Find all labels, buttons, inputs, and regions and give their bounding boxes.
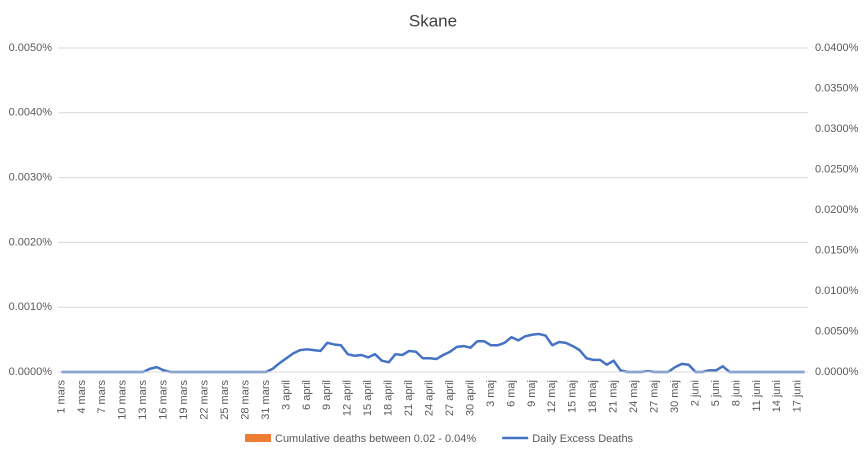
x-tick-label: 12 maj (546, 380, 558, 413)
y2-tick-label: 0.0050% (815, 325, 859, 337)
x-tick-label: 16 mars (158, 380, 170, 420)
x-tick-label: 4 mars (76, 380, 88, 414)
chart-title: Skane (409, 11, 457, 30)
y-tick-label: 0.0010% (9, 301, 53, 313)
y-tick-label: 0.0030% (9, 172, 53, 184)
x-tick-label: 28 mars (239, 380, 251, 420)
x-tick-label: 6 april (301, 380, 313, 410)
x-tick-label: 3 april (280, 380, 292, 410)
x-tick-label: 15 maj (567, 380, 579, 413)
y-tick-label: 0.0050% (9, 42, 53, 54)
x-tick-label: 25 mars (219, 380, 231, 420)
x-tick-label: 10 mars (117, 380, 129, 420)
x-tick-label: 17 juni (792, 380, 804, 412)
x-tick-label: 7 mars (96, 380, 108, 414)
x-tick-label: 27 april (444, 380, 456, 416)
x-tick-label: 13 mars (137, 380, 149, 420)
x-tick-label: 2 juni (689, 380, 701, 406)
x-tick-label: 21 maj (608, 380, 620, 413)
x-tick-label: 11 juni (751, 380, 763, 412)
x-tick-label: 9 maj (526, 380, 538, 407)
x-tick-label: 18 maj (587, 380, 599, 413)
x-tick-label: 6 maj (505, 380, 517, 407)
x-tick-label: 8 juni (730, 380, 742, 406)
legend-label: Cumulative deaths between 0.02 - 0.04% (275, 433, 476, 445)
x-tick-label: 19 mars (178, 380, 190, 420)
y-tick-label: 0.0020% (9, 236, 53, 248)
y2-tick-label: 0.0400% (815, 42, 859, 54)
x-tick-label: 18 april (383, 380, 395, 416)
x-tick-label: 9 april (321, 380, 333, 410)
x-tick-label: 3 maj (485, 380, 497, 407)
y2-tick-label: 0.0100% (815, 285, 859, 297)
x-tick-label: 15 april (362, 380, 374, 416)
x-tick-label: 30 maj (669, 380, 681, 413)
y2-tick-label: 0.0350% (815, 82, 859, 94)
x-tick-label: 24 april (423, 380, 435, 416)
x-tick-label: 14 juni (771, 380, 783, 412)
y2-tick-label: 0.0200% (815, 204, 859, 216)
x-tick-label: 5 juni (710, 380, 722, 406)
x-tick-label: 24 maj (628, 380, 640, 413)
y2-tick-label: 0.0250% (815, 163, 859, 175)
y2-tick-label: 0.0300% (815, 123, 859, 135)
y2-tick-label: 0.0150% (815, 244, 859, 256)
x-tick-label: 21 april (403, 380, 415, 416)
x-tick-label: 12 april (342, 380, 354, 416)
x-tick-label: 31 mars (260, 380, 272, 420)
y2-tick-label: 0.0000% (815, 366, 859, 378)
legend-label: Daily Excess Deaths (532, 433, 633, 445)
x-tick-label: 22 mars (198, 380, 210, 420)
x-tick-label: 1 mars (55, 380, 67, 414)
y-tick-label: 0.0000% (9, 366, 53, 378)
legend-swatch (245, 434, 271, 442)
y-tick-label: 0.0040% (9, 107, 53, 119)
x-tick-label: 27 maj (648, 380, 660, 413)
x-tick-label: 30 april (464, 380, 476, 416)
